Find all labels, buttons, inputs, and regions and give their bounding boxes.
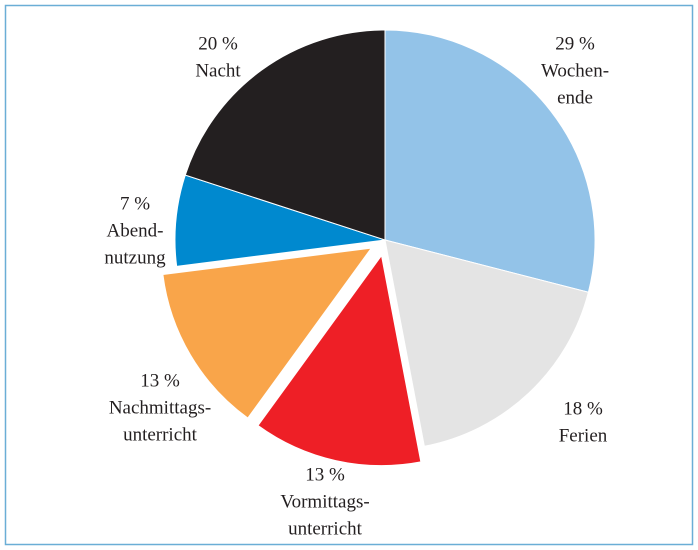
category-label: Nachmittags-: [109, 397, 211, 418]
category-label: Abend-: [107, 220, 164, 241]
category-label: ende: [557, 87, 593, 108]
category-label: unterricht: [288, 518, 363, 539]
value-label: 18 %: [563, 398, 603, 419]
category-label: Vormittags-: [280, 491, 369, 512]
pie-slice: [384, 29, 596, 293]
category-label: Wochen-: [541, 60, 609, 81]
category-label: Ferien: [559, 425, 608, 446]
pie-slice: [184, 29, 386, 241]
pie-slice: [384, 239, 590, 447]
value-label: 13 %: [305, 464, 345, 485]
category-label: Nacht: [195, 60, 241, 81]
value-label: 13 %: [140, 370, 180, 391]
pie-slice: [257, 254, 422, 467]
value-label: 20 %: [198, 33, 238, 54]
value-label: 29 %: [555, 33, 595, 54]
category-label: nutzung: [104, 247, 166, 268]
value-label: 7 %: [120, 193, 150, 214]
pie-slice: [162, 247, 373, 419]
category-label: unterricht: [123, 424, 198, 445]
